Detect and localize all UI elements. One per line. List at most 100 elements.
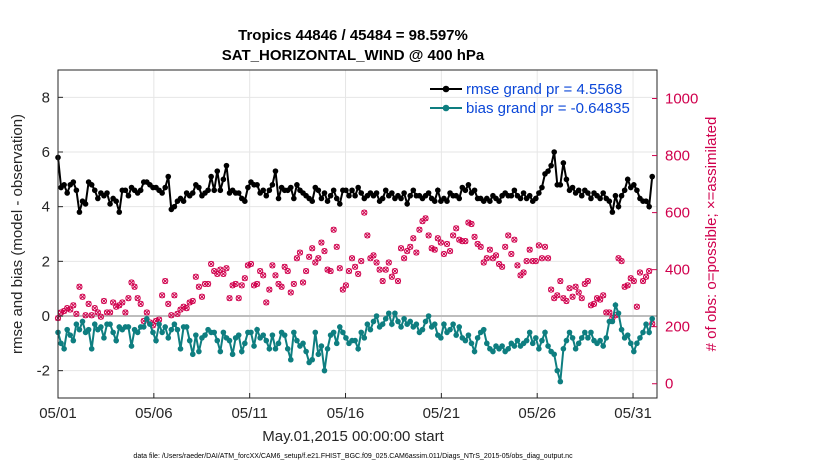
obs-assimilated-stroke	[306, 254, 312, 260]
obs-assimilated-marker	[217, 266, 224, 273]
y-axis-label: rmse and bias (model - observation)	[9, 114, 26, 354]
obs-assimilated-marker	[450, 232, 456, 239]
obs-possible-marker	[143, 309, 150, 316]
bias-point	[367, 326, 374, 333]
obs-possible-marker	[572, 283, 579, 290]
obs-possible-marker	[342, 282, 350, 289]
rmse-point	[104, 190, 110, 196]
obs-assimilated-marker	[508, 251, 515, 257]
obs-assimilated-stroke	[438, 239, 444, 246]
bias-point	[585, 335, 591, 341]
bias-point	[643, 321, 649, 328]
obs-assimilated-marker	[220, 271, 227, 277]
obs-assimilated-stroke	[398, 245, 404, 252]
obs-assimilated-stroke	[337, 265, 343, 271]
obs-assimilated-marker	[548, 286, 554, 293]
rmse-point	[318, 195, 325, 202]
y-right-tick-label: 400	[665, 262, 690, 279]
bias-point	[226, 337, 233, 344]
bias-point	[600, 343, 607, 349]
obs-possible-marker	[220, 270, 227, 278]
obs-possible-marker	[278, 283, 285, 290]
bias-point	[269, 332, 276, 338]
obs-assimilated-marker	[110, 299, 116, 306]
obs-assimilated-marker	[122, 309, 129, 316]
obs-assimilated-stroke	[624, 282, 631, 289]
legend-bias-label: bias grand pr = -0.64835	[466, 100, 630, 117]
bias-point	[358, 329, 365, 336]
obs-possible-marker	[600, 292, 607, 299]
bias-point	[171, 321, 178, 328]
obs-possible-marker	[456, 236, 463, 243]
obs-assimilated-marker	[389, 274, 395, 280]
x-tick-label: 05/31	[614, 405, 652, 422]
bias-point	[168, 326, 175, 333]
obs-assimilated-stroke	[196, 284, 202, 290]
obs-possible-marker	[309, 245, 316, 252]
obs-possible-marker	[621, 283, 628, 290]
obs-assimilated-marker	[499, 264, 505, 270]
obs-assimilated-stroke	[291, 281, 297, 287]
rmse-point	[588, 195, 594, 202]
obs-assimilated-stroke	[594, 295, 600, 301]
obs-possible-marker	[180, 303, 187, 310]
obs-assimilated-stroke	[404, 248, 410, 254]
obs-assimilated-marker	[422, 215, 429, 222]
obs-possible-marker	[152, 317, 160, 325]
obs-assimilated-marker	[572, 284, 579, 290]
obs-possible-marker	[578, 295, 585, 302]
obs-assimilated-stroke	[487, 246, 493, 253]
rmse-point	[606, 198, 613, 204]
rmse-point	[260, 187, 267, 194]
obs-assimilated-marker	[92, 305, 98, 311]
obs-possible-marker	[208, 260, 215, 268]
obs-assimilated-stroke	[248, 261, 254, 267]
rmse-point	[349, 187, 355, 194]
obs-possible-marker	[324, 266, 331, 273]
obs-possible-marker	[548, 286, 555, 293]
obs-assimilated-stroke	[588, 302, 594, 309]
obs-assimilated-stroke	[496, 261, 502, 267]
rmse-point	[389, 190, 395, 196]
obs-assimilated-stroke	[131, 284, 138, 290]
obs-assimilated-stroke	[364, 232, 371, 239]
rmse-point	[91, 187, 98, 194]
obs-assimilated-marker	[600, 292, 606, 299]
obs-possible-marker	[453, 225, 460, 232]
obs-assimilated-marker	[235, 295, 242, 301]
bias-point	[364, 321, 371, 328]
bias-point	[649, 315, 656, 322]
bias-point	[588, 329, 594, 336]
y-right-tick-label: 1000	[665, 91, 698, 108]
obs-assimilated-marker	[58, 309, 64, 316]
x-tick-label: 05/11	[231, 405, 267, 422]
rmse-point	[211, 187, 218, 194]
rmse-point	[291, 195, 297, 202]
obs-assimilated-marker	[382, 266, 389, 273]
obs-assimilated-stroke	[76, 284, 83, 290]
obs-assimilated-marker	[272, 272, 279, 279]
obs-assimilated-stroke	[165, 301, 172, 307]
obs-assimilated-stroke	[401, 255, 407, 261]
rmse-point	[113, 198, 119, 204]
obs-possible-marker	[370, 252, 377, 259]
obs-assimilated-stroke	[462, 238, 469, 244]
obs-possible-marker	[290, 280, 297, 288]
obs-possible-marker	[214, 270, 221, 278]
obs-assimilated-stroke	[309, 245, 315, 252]
bias-point	[214, 337, 221, 344]
obs-assimilated-marker	[131, 284, 138, 290]
obs-assimilated-marker	[156, 316, 162, 323]
obs-assimilated-stroke	[502, 244, 508, 250]
obs-assimilated-stroke	[634, 303, 640, 310]
obs-possible-marker	[94, 309, 101, 316]
rmse-point	[517, 195, 524, 202]
obs-possible-marker	[587, 302, 595, 309]
obs-assimilated-marker	[621, 284, 628, 290]
obs-assimilated-marker	[232, 281, 239, 287]
obs-assimilated-stroke	[190, 298, 196, 304]
rmse-point	[343, 187, 349, 194]
obs-possible-marker	[336, 265, 343, 272]
rmse-point	[398, 195, 404, 202]
bias-point	[572, 346, 579, 352]
